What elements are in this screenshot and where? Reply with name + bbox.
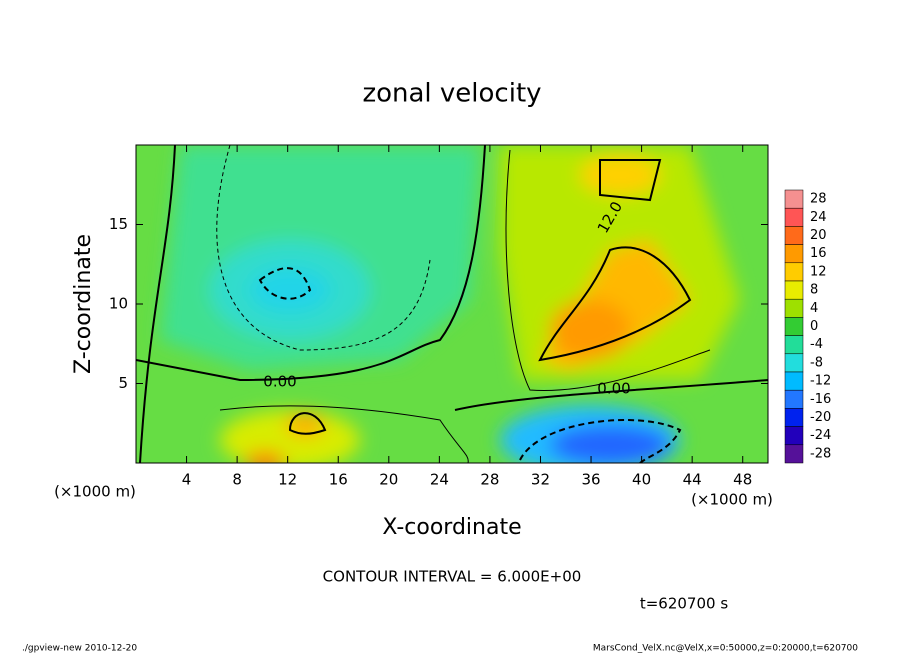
y-tick-label: 10 — [109, 295, 128, 313]
y-unit: (×1000 m) — [691, 491, 773, 509]
contour-label: 0.00 — [597, 380, 630, 398]
colorbar-swatch — [784, 408, 804, 427]
x-tick-label: 24 — [430, 471, 449, 489]
contour-label: 0.00 — [263, 373, 296, 391]
colorbar-label: 0 — [810, 319, 818, 334]
colorbar-label: -28 — [810, 446, 831, 461]
colorbar-swatch — [784, 335, 804, 355]
colorbar-swatch — [784, 280, 804, 300]
y-tick-label: 15 — [109, 215, 128, 233]
colorbar-label: 8 — [810, 283, 818, 298]
x-tick-label: 44 — [683, 471, 702, 489]
colorbar-swatch — [784, 317, 804, 336]
colorbar-swatch — [784, 389, 804, 409]
x-tick-label: 32 — [531, 471, 550, 489]
colorbar-label: 28 — [810, 192, 827, 207]
colorbar-swatch — [784, 207, 804, 227]
footer-right: MarsCond_VelX.nc@VelX,x=0:50000,z=0:2000… — [593, 644, 858, 654]
colorbar-swatch — [784, 298, 804, 318]
colorbar-swatch — [784, 353, 804, 373]
x-tick-label: 28 — [480, 471, 499, 489]
x-tick-label: 40 — [632, 471, 651, 489]
x-axis-label: X-coordinate — [382, 515, 521, 540]
x-tick-label: 16 — [329, 471, 348, 489]
contour-interval: CONTOUR INTERVAL = 6.000E+00 — [323, 568, 582, 586]
colorbar-swatch — [784, 244, 804, 264]
colorbar-label: -24 — [810, 428, 831, 443]
footer-left: ./gpview-new 2010-12-20 — [22, 644, 137, 654]
x-tick-label: 20 — [379, 471, 398, 489]
x-tick-label: 48 — [733, 471, 752, 489]
colorbar-label: 16 — [810, 246, 827, 261]
x-tick-label: 8 — [232, 471, 242, 489]
colorbar-label: -20 — [810, 410, 831, 425]
colorbar-swatch — [784, 444, 804, 464]
colorbar-swatch — [784, 371, 804, 391]
x-tick-label: 36 — [581, 471, 600, 489]
colorbar-label: 4 — [810, 301, 818, 316]
y-tick-label: 5 — [118, 374, 128, 392]
field — [136, 145, 768, 463]
x-tick-label: 4 — [182, 471, 192, 489]
colorbar-label: 24 — [810, 210, 827, 225]
colorbar-label: -12 — [810, 374, 831, 389]
colorbar-label: 20 — [810, 228, 827, 243]
colorbar-swatch — [784, 189, 804, 209]
colorbar-label: -16 — [810, 392, 831, 407]
chart-title: zonal velocity — [362, 79, 541, 109]
y-axis-label: Z-coordinate — [71, 234, 96, 374]
time-label: t=620700 s — [640, 595, 728, 613]
x-unit: (×1000 m) — [54, 483, 136, 501]
x-tick-label: 12 — [278, 471, 297, 489]
colorbar-swatch — [784, 226, 804, 245]
colorbar-label: 12 — [810, 264, 827, 279]
colorbar-swatch — [784, 426, 804, 446]
colorbar-label: -4 — [810, 337, 823, 352]
colorbar-swatch — [784, 262, 804, 282]
colorbar-label: -8 — [810, 355, 823, 370]
